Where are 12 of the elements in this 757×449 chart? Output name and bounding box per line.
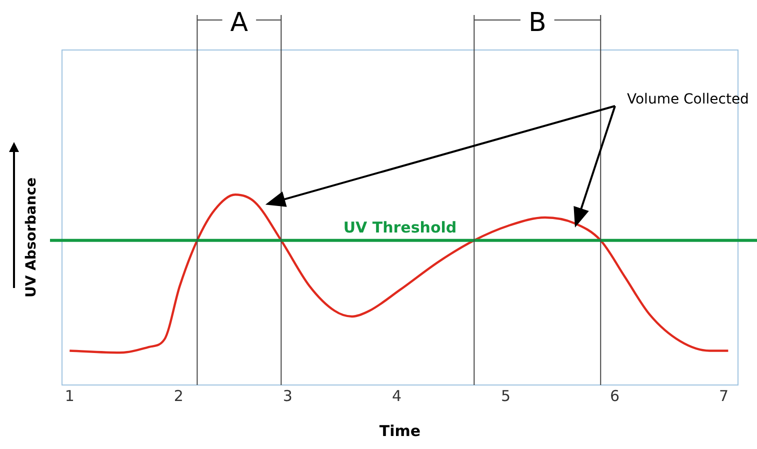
x-tick-label: 6	[610, 386, 620, 405]
x-axis-title: Time	[379, 422, 421, 440]
text: B	[528, 8, 546, 38]
x-tick-label: 4	[392, 386, 402, 405]
x-tick-label: 3	[282, 386, 292, 405]
x-tick-label: 2	[174, 386, 184, 405]
y-axis-title: UV Absorbance	[24, 177, 40, 298]
x-tick-label: 1	[64, 386, 74, 405]
x-tick-label: 5	[500, 386, 511, 405]
text: A	[230, 8, 248, 38]
x-tick-label: 7	[719, 386, 729, 405]
text: Volume Collected	[627, 92, 749, 108]
